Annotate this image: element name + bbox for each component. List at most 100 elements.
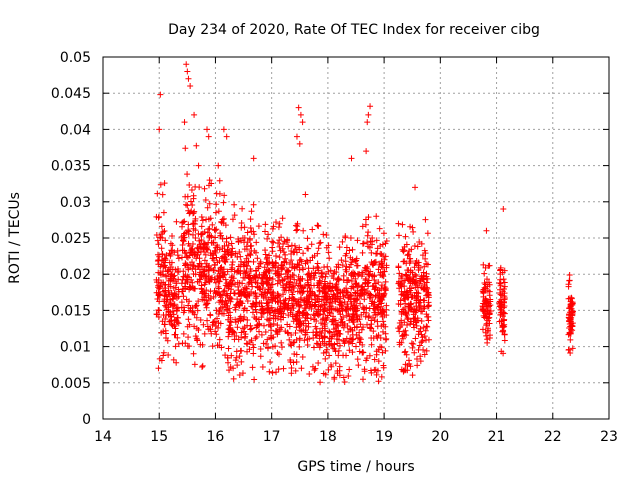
data-point [216,190,223,197]
data-point [274,280,281,287]
data-point [418,318,425,325]
data-point [155,241,162,248]
data-point [297,111,304,118]
data-point [193,335,200,342]
data-point [569,300,576,307]
data-point [203,277,210,284]
data-point [362,221,369,228]
data-point [174,247,181,254]
data-point [304,301,311,308]
x-tick-label: 20 [431,429,449,445]
data-point [302,317,309,324]
data-point [155,365,162,372]
data-point [208,265,215,272]
data-point [425,289,432,296]
data-point [367,294,374,301]
data-point [423,311,430,318]
data-point [407,276,414,283]
data-point [167,251,174,258]
data-point [281,297,287,304]
data-point [197,316,204,323]
data-point [296,309,303,316]
data-point [326,285,333,292]
data-point [267,289,274,296]
data-point [325,268,332,275]
data-point [413,356,420,363]
data-point [335,261,342,268]
data-point [395,232,402,239]
data-point [242,270,249,277]
data-point [274,331,281,338]
data-point [353,343,360,350]
data-point [181,250,188,257]
data-point [325,366,332,373]
data-point [330,345,337,352]
data-point [383,306,390,313]
data-point [348,155,355,162]
data-point [366,271,373,278]
data-point [212,234,219,241]
data-point [500,324,507,331]
data-point [315,223,322,230]
data-point [396,270,403,277]
data-point [154,190,161,197]
data-point [375,266,382,273]
data-point [344,276,350,283]
data-point [354,237,361,244]
data-point [206,200,213,207]
data-point [158,261,165,268]
data-point [163,298,170,305]
data-point [155,313,162,320]
y-tick-label: 0.02 [60,267,91,283]
data-point [198,231,205,238]
data-point [243,293,250,300]
data-point [201,273,208,280]
data-point [222,276,229,283]
data-point [229,216,236,223]
data-point [188,208,195,215]
data-point [380,230,387,237]
data-point [326,329,333,336]
data-point [184,68,191,75]
data-point [236,353,243,360]
data-point [566,329,573,336]
data-point [237,347,244,354]
data-point [399,272,406,279]
data-point [198,285,205,292]
data-point [264,310,271,317]
data-point [414,243,421,250]
data-point [220,199,227,206]
data-point [172,343,179,350]
data-point [156,126,163,133]
data-point [162,302,169,309]
data-point [275,292,282,299]
data-point [213,254,220,261]
data-point [401,319,408,326]
data-point [364,119,371,126]
data-point [342,306,349,313]
data-point [377,335,384,342]
data-point [182,145,189,152]
data-point [317,239,324,246]
data-point [237,253,244,260]
data-point [187,82,194,89]
data-point [319,274,326,281]
data-point [300,299,307,306]
data-point [375,358,382,365]
data-point [326,338,333,345]
data-point [372,280,379,287]
data-point [241,324,248,331]
data-point [159,235,166,242]
data-point [255,263,262,270]
data-point [320,370,327,377]
data-point [364,263,371,270]
data-point [332,298,339,305]
data-point [195,162,202,169]
data-point [318,270,325,277]
data-point [157,269,164,276]
data-point [257,258,264,265]
data-point [252,249,259,256]
data-point [360,324,367,331]
data-point [260,271,267,278]
data-point [497,306,504,313]
